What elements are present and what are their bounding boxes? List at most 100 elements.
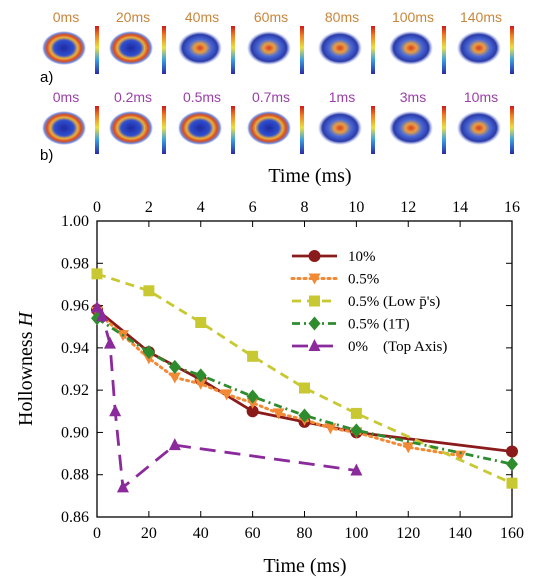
- frame-colorbar: [510, 26, 514, 74]
- top-tick-label: 12: [400, 199, 416, 216]
- series-3-point: [298, 408, 311, 423]
- series-2-point: [143, 285, 155, 297]
- frames-time-label: Time (ms): [268, 165, 351, 187]
- series-1-point: [324, 423, 337, 435]
- frame-image: [457, 31, 501, 65]
- x-tick-label: 80: [297, 525, 313, 542]
- frame-image: [247, 111, 291, 145]
- y-tick-label: 0.94: [61, 340, 89, 357]
- top-tick-label: 2: [145, 199, 153, 216]
- frame-image: [318, 111, 362, 145]
- frame-time-label: 0.7ms: [252, 89, 290, 105]
- series-2-point: [195, 316, 207, 328]
- frame-image: [109, 31, 153, 65]
- frame-time-label: 140ms: [460, 9, 502, 25]
- frame-colorbar: [162, 106, 166, 154]
- hollowness-chart: 0 20 40 60 80 100 120 140 160 0 2 4 6 8 10 12 14 16 0.86 0.…: [15, 199, 524, 577]
- legend-label: 0% (Top Axis): [348, 339, 447, 355]
- frame-colorbar: [510, 106, 514, 154]
- series-3-point: [246, 389, 259, 404]
- x-tick-label: 160: [500, 525, 524, 542]
- x-tick-label: 60: [245, 525, 261, 542]
- legend-label: 0.5% (1T): [348, 317, 410, 333]
- series-2-point: [247, 350, 259, 362]
- frame-time-label: 0.2ms: [114, 89, 152, 105]
- y-tick-label: 1.00: [61, 213, 89, 230]
- frame-time-label: 60ms: [254, 9, 288, 25]
- frame-image: [178, 31, 222, 65]
- series-0-point: [246, 405, 259, 418]
- series-4-point: [168, 438, 181, 451]
- legend-marker: [308, 250, 321, 262]
- frame-image: [389, 31, 433, 65]
- series-3-point: [194, 368, 207, 383]
- series-4-point: [350, 463, 363, 476]
- y-tick-label: 0.90: [61, 424, 89, 441]
- legend-label: 0.5% (Low p̄'s): [348, 294, 440, 310]
- frame-colorbar: [442, 106, 446, 154]
- frame-image: [457, 111, 501, 145]
- frame-time-label: 0.5ms: [183, 89, 221, 105]
- series-4-point: [91, 300, 103, 313]
- frame-time-label: 0ms: [53, 9, 79, 25]
- series-3-point: [350, 423, 363, 438]
- frame-time-label: 40ms: [185, 9, 219, 25]
- axis-ticks: 0 20 40 60 80 100 120 140 160 0 2 4 6 8 10 12 14 16 0.86 0.…: [61, 199, 524, 542]
- frame-colorbar: [162, 26, 166, 74]
- top-tick-label: 0: [93, 199, 101, 216]
- x-tick-label: 140: [448, 525, 472, 542]
- series-4-point: [103, 336, 116, 349]
- x-tick-label: 40: [193, 525, 209, 542]
- series-1-point: [220, 389, 233, 401]
- series-0-point: [506, 445, 518, 458]
- y-tick-label: 0.88: [61, 467, 89, 484]
- frame-time-label: 80ms: [325, 9, 359, 25]
- series-4-point: [96, 309, 109, 322]
- series-4-point: [109, 404, 122, 417]
- frame-colorbar: [300, 106, 304, 154]
- frame-time-label: 0ms: [53, 89, 79, 105]
- frame-colorbar: [442, 26, 446, 74]
- legend-marker: [308, 339, 321, 351]
- legend-marker: [309, 295, 320, 307]
- x-tick-label: 0: [93, 525, 101, 542]
- frame-image: [318, 31, 362, 65]
- series-line-3: [96, 317, 513, 466]
- legend-marker: [308, 273, 321, 285]
- top-tick-label: 8: [301, 199, 309, 216]
- top-tick-label: 4: [197, 199, 205, 216]
- series-1-point: [454, 450, 467, 462]
- legend-label: 10%: [348, 249, 376, 265]
- legend-marker: [308, 316, 321, 331]
- top-tick-label: 10: [348, 199, 364, 216]
- x-tick-label: 120: [396, 525, 420, 542]
- series-3-point: [168, 359, 181, 374]
- series-line-0: [96, 308, 513, 453]
- panel-a-label: a): [40, 69, 53, 86]
- frame-time-label: 3ms: [400, 89, 426, 105]
- frame-image: [247, 31, 291, 65]
- frame-image: [178, 111, 222, 145]
- y-axis-label-var: H: [15, 311, 37, 328]
- top-tick-label: 16: [504, 199, 520, 216]
- series-1-point: [194, 378, 207, 390]
- y-axis-label: Hollowness H: [15, 311, 37, 426]
- top-tick-label: 6: [249, 199, 257, 216]
- series-3-point: [506, 457, 518, 472]
- series-1-point: [402, 442, 415, 454]
- series-3-point: [142, 345, 155, 360]
- frame-colorbar: [300, 26, 304, 74]
- legend-label: 0.5%: [348, 272, 379, 288]
- frame-time-label: 1ms: [329, 89, 355, 105]
- y-tick-label: 0.92: [61, 382, 89, 399]
- x-tick-label: 20: [141, 525, 157, 542]
- frame-image: [109, 111, 153, 145]
- frame-time-label: 100ms: [392, 9, 434, 25]
- x-axis-label: Time (ms): [263, 555, 346, 577]
- frame-colorbar: [371, 26, 375, 74]
- frame-colorbar: [95, 106, 99, 154]
- x-tick-label: 100: [344, 525, 368, 542]
- series-2-point: [299, 382, 310, 394]
- frame-image: [42, 111, 86, 145]
